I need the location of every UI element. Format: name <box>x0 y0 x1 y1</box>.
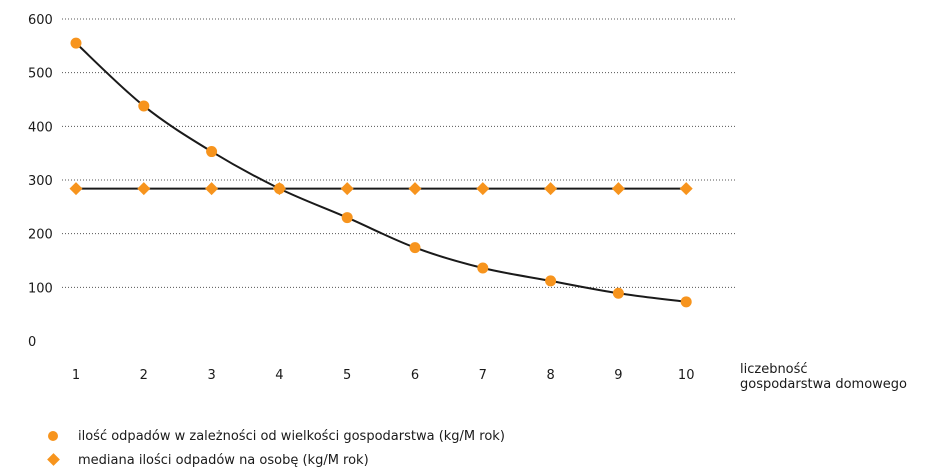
y-tick-label: 600 <box>28 13 53 28</box>
y-tick-label: 400 <box>28 120 53 135</box>
y-tick-label: 200 <box>28 228 53 243</box>
legend-item-waste-by-household: ilość odpadów w zależności od wielkości … <box>48 424 505 448</box>
x-tick-label: 2 <box>140 368 148 383</box>
data-point-circle <box>477 262 489 274</box>
x-tick-label: 5 <box>343 368 351 383</box>
x-tick-label: 4 <box>275 368 283 383</box>
legend-label: mediana ilości odpadów na osobę (kg/M ro… <box>78 452 369 468</box>
data-point-diamond <box>544 182 558 196</box>
legend-label: ilość odpadów w zależności od wielkości … <box>78 428 505 444</box>
data-point-circle <box>138 100 150 112</box>
data-point-diamond <box>679 182 693 196</box>
y-tick-label: 500 <box>28 67 53 82</box>
x-tick-label: 1 <box>72 368 80 383</box>
circle-marker-icon <box>48 429 68 443</box>
data-point-circle <box>70 37 82 49</box>
x-axis: 1 2 3 4 5 6 7 8 9 10 <box>72 368 695 383</box>
data-point-diamond <box>69 182 83 196</box>
data-point-diamond <box>272 182 286 196</box>
y-tick-label: 100 <box>28 281 53 296</box>
x-axis-label: liczebność gospodarstwa domowego <box>740 362 907 392</box>
diamond-marker-icon <box>48 453 68 467</box>
data-point-diamond <box>340 182 354 196</box>
data-point-circle <box>341 212 353 224</box>
x-axis-label-line-1: liczebność <box>740 362 808 377</box>
series-line <box>75 42 687 303</box>
series-lines <box>75 42 687 303</box>
grid-lines <box>62 18 735 288</box>
series-points <box>69 37 693 308</box>
data-point-circle <box>545 275 557 287</box>
data-point-diamond <box>205 182 219 196</box>
x-tick-label: 8 <box>546 368 554 383</box>
data-point-diamond <box>137 182 151 196</box>
legend-item-median-waste: mediana ilości odpadów na osobę (kg/M ro… <box>48 448 505 472</box>
x-axis-label-line-2: gospodarstwa domowego <box>740 377 908 392</box>
data-point-diamond <box>408 182 422 196</box>
x-tick-label: 9 <box>614 368 622 383</box>
data-point-diamond <box>611 182 625 196</box>
x-tick-label: 10 <box>678 368 695 383</box>
y-tick-label: 0 <box>28 335 36 350</box>
line-chart: 0 100 200 300 400 500 600 1 2 3 4 5 6 7 8 9 10 <box>28 13 735 383</box>
data-point-circle <box>680 296 692 308</box>
x-tick-label: 6 <box>411 368 419 383</box>
data-point-circle <box>206 146 218 158</box>
x-tick-label: 3 <box>207 368 215 383</box>
y-tick-label: 300 <box>28 174 53 189</box>
data-point-circle <box>409 242 421 254</box>
data-point-diamond <box>476 182 490 196</box>
data-point-circle <box>612 287 624 299</box>
x-tick-label: 7 <box>479 368 487 383</box>
legend: ilość odpadów w zależności od wielkości … <box>48 424 505 472</box>
y-axis: 0 100 200 300 400 500 600 <box>28 13 53 350</box>
